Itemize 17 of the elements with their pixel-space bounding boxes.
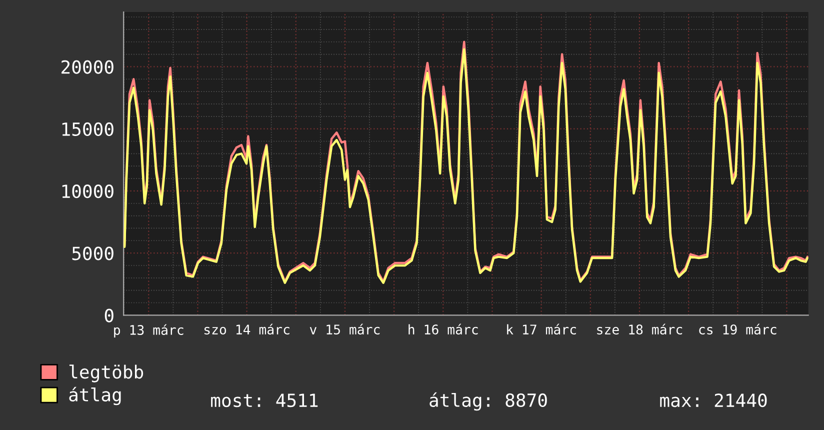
x-tick-label: p 13 márc: [114, 324, 184, 338]
text: max: 21440: [660, 393, 767, 408]
y-tick-label: 20000: [62, 60, 114, 74]
x-tick-label: v 15 márc: [310, 324, 380, 334]
legend-label: legtöbb: [69, 364, 144, 382]
x-tick-label: cs 19 márc: [699, 324, 776, 334]
x-tick-label: szo 14 márc: [204, 324, 290, 334]
y-tick-label: 5000: [72, 246, 114, 260]
y-tick-label: 15000: [62, 122, 114, 136]
text: átlag: 8870: [430, 392, 547, 411]
y-tick-label: 10000: [62, 184, 114, 198]
legend-label: átlag: [69, 386, 121, 406]
x-tick-label: sze 18 márc: [597, 324, 682, 334]
x-tick-label: h 16 márc: [408, 324, 478, 334]
x-tick-label: k 17 márc: [507, 324, 576, 334]
text: most: 4511: [211, 394, 318, 408]
y-tick-label: 0: [104, 308, 114, 322]
